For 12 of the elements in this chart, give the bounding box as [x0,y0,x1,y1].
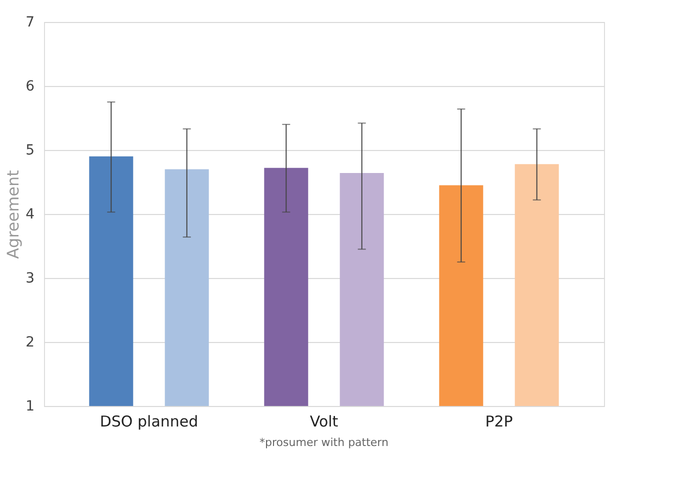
y-tick-label: 5 [26,142,34,158]
y-tick-label: 6 [26,78,35,94]
y-tick-label: 7 [26,14,34,30]
y-axis-title: Agreement [4,170,23,259]
text: *prosumer with pattern [260,436,388,449]
y-tick-label: 4 [26,206,35,222]
y-tick-label: 1 [26,398,34,414]
x-tick-label: Volt [310,412,338,430]
x-tick-label: P2P [485,412,513,430]
y-tick-label: 3 [26,270,34,286]
y-tick-label: 2 [26,334,34,350]
x-tick-label: DSO planned [100,412,198,430]
